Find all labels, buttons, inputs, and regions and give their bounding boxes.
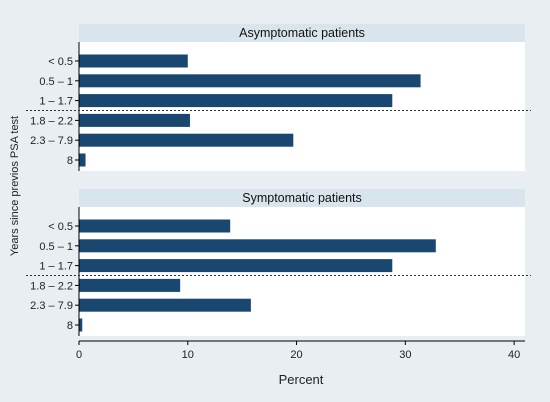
category-label: 2.3 – 7.9 — [30, 300, 73, 312]
panel-strip — [79, 189, 525, 207]
bar — [79, 318, 83, 332]
bar — [79, 133, 294, 147]
x-axis-title: Percent — [279, 372, 324, 387]
bar — [79, 298, 251, 312]
category-label: 0.5 – 1 — [39, 76, 73, 88]
bar — [79, 113, 190, 127]
bar — [79, 259, 393, 273]
panel-title: Asymptomatic patients — [239, 26, 365, 40]
bar — [79, 278, 181, 292]
x-tick-label: 20 — [290, 349, 302, 361]
category-label: 2.3 – 7.9 — [30, 135, 73, 147]
y-axis-title: Years since previos PSA test — [9, 116, 21, 256]
panel-asymptomatic: Asymptomatic patients < 0.5 0.5 – 1 1 – 1.… — [26, 24, 531, 171]
bar — [79, 239, 436, 253]
panel-symptomatic: Symptomatic patients < 0.5 0.5 – 1 1 – 1.7… — [26, 189, 531, 336]
x-tick-label: 40 — [508, 349, 520, 361]
category-label: 1.8 – 2.2 — [30, 115, 73, 127]
bar — [79, 219, 231, 233]
bar — [79, 74, 421, 88]
category-label: 8 — [67, 320, 73, 332]
category-label: 1 – 1.7 — [39, 96, 73, 108]
x-tick-label: 30 — [399, 349, 411, 361]
bar — [79, 94, 393, 108]
x-axis: 0 10 20 30 40 — [76, 340, 525, 361]
panel-title: Symptomatic patients — [242, 191, 362, 205]
category-label: 1 – 1.7 — [39, 261, 73, 273]
bar — [79, 153, 86, 167]
category-label: 1.8 – 2.2 — [30, 280, 73, 292]
x-tick-label: 0 — [76, 349, 82, 361]
panel-strip — [79, 24, 525, 42]
category-label: 0.5 – 1 — [39, 241, 73, 253]
category-label: 8 — [67, 155, 73, 167]
x-tick-label: 10 — [182, 349, 194, 361]
category-label: < 0.5 — [48, 56, 73, 68]
bar — [79, 54, 188, 68]
category-label: < 0.5 — [48, 221, 73, 233]
